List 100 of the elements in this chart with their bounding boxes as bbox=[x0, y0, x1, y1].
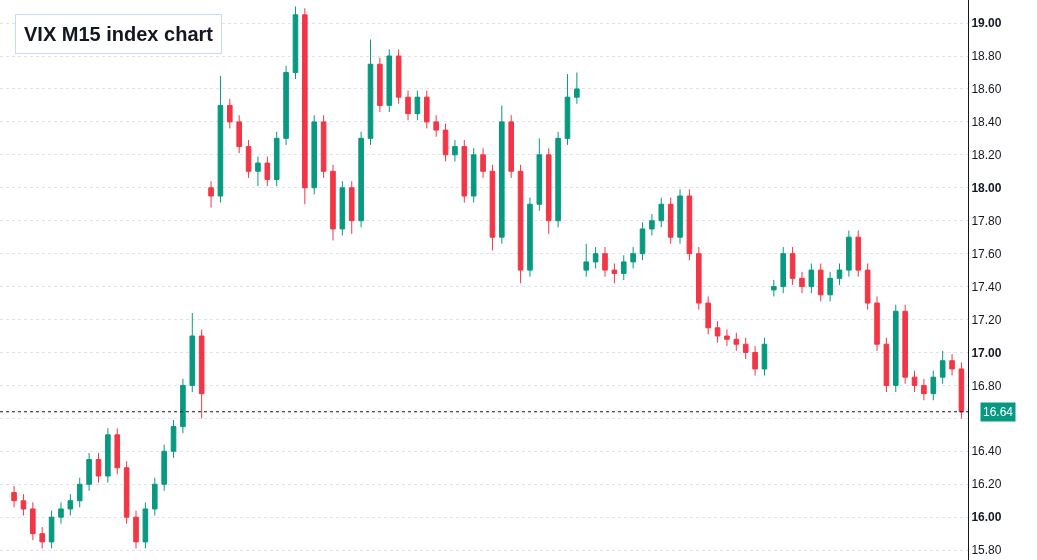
candlestick bbox=[930, 370, 937, 401]
candlestick bbox=[902, 304, 908, 385]
candlestick bbox=[639, 221, 646, 261]
candlestick bbox=[696, 246, 702, 311]
candlestick bbox=[799, 271, 805, 294]
candlestick bbox=[855, 230, 862, 278]
candlestick bbox=[602, 246, 608, 278]
candlestick bbox=[658, 197, 665, 228]
y-tick-label: 18.80 bbox=[971, 49, 1002, 64]
y-tick-label: 16.00 bbox=[971, 510, 1002, 525]
candlestick bbox=[236, 114, 242, 154]
candlestick bbox=[536, 137, 543, 212]
candlestick bbox=[292, 6, 299, 80]
candlestick bbox=[958, 361, 965, 419]
candlestick bbox=[442, 123, 449, 162]
candlestick bbox=[255, 155, 261, 187]
y-tick-label: 18.60 bbox=[971, 82, 1002, 97]
candlestick bbox=[611, 263, 618, 284]
candlestick bbox=[264, 155, 271, 187]
candlestick bbox=[123, 460, 130, 525]
candlestick bbox=[846, 230, 852, 278]
y-tick-label: 16.40 bbox=[971, 444, 1002, 459]
candlestick bbox=[208, 180, 214, 209]
candlestick bbox=[874, 295, 880, 352]
y-tick-label: 17.20 bbox=[971, 312, 1002, 327]
candlestick bbox=[133, 510, 139, 549]
y-tick-label: 18.20 bbox=[971, 148, 1002, 163]
candlestick bbox=[395, 48, 402, 105]
candlestick bbox=[583, 243, 590, 278]
candlestick bbox=[620, 254, 627, 281]
candlestick bbox=[30, 501, 36, 541]
candlestick bbox=[67, 493, 74, 517]
candlestick bbox=[817, 263, 824, 302]
candlestick bbox=[545, 147, 552, 235]
y-tick-label: 16.20 bbox=[971, 477, 1002, 492]
candlestick bbox=[386, 48, 393, 113]
y-tick-label: 19.00 bbox=[971, 16, 1002, 31]
candlestick bbox=[470, 147, 477, 204]
candlestick bbox=[320, 114, 327, 179]
candlestick bbox=[198, 328, 205, 419]
candlestick bbox=[724, 328, 730, 347]
candlestick bbox=[217, 75, 224, 204]
candlestick bbox=[405, 90, 411, 121]
candlestick bbox=[489, 164, 496, 251]
candlestick bbox=[574, 71, 580, 105]
candlestick bbox=[377, 57, 383, 113]
candlestick bbox=[827, 271, 833, 302]
candlestick bbox=[461, 139, 468, 204]
candlestick bbox=[667, 197, 674, 245]
candlestick bbox=[527, 197, 533, 278]
candlestick bbox=[161, 444, 167, 492]
candlestick bbox=[480, 147, 486, 179]
candlestick bbox=[714, 320, 721, 344]
y-tick-label: 17.00 bbox=[971, 345, 1002, 360]
candlestick bbox=[339, 180, 346, 237]
candlestick bbox=[771, 279, 777, 297]
y-tick-label: 16.80 bbox=[971, 378, 1002, 393]
candlestick bbox=[592, 246, 599, 269]
candlestick bbox=[864, 263, 871, 311]
candlestick bbox=[20, 493, 27, 517]
candlestick bbox=[423, 90, 430, 129]
y-tick-label: 17.40 bbox=[971, 279, 1002, 294]
candlestick bbox=[780, 246, 787, 294]
candlestick bbox=[39, 526, 46, 549]
candlestick bbox=[180, 378, 186, 434]
y-tick-label: 17.60 bbox=[971, 246, 1002, 261]
candlestick bbox=[564, 73, 571, 146]
candlestick bbox=[517, 164, 524, 284]
candlestick bbox=[11, 485, 17, 508]
candlestick bbox=[939, 350, 946, 385]
candlestick bbox=[752, 345, 758, 377]
candlestick bbox=[273, 131, 280, 187]
ref-line-label: 16.64 bbox=[983, 405, 1014, 419]
y-tick-label: 18.00 bbox=[971, 180, 1002, 195]
candlestick bbox=[227, 98, 233, 129]
candlestick bbox=[883, 337, 890, 393]
candlestick bbox=[499, 104, 505, 245]
candlestick bbox=[630, 246, 636, 269]
candlestick bbox=[58, 501, 64, 525]
candlestick bbox=[311, 114, 318, 195]
candlestick bbox=[508, 114, 514, 179]
candlestick bbox=[677, 188, 683, 245]
candlestick bbox=[302, 7, 308, 205]
candlestick bbox=[348, 180, 355, 235]
candlestick bbox=[142, 501, 149, 549]
candlestick bbox=[733, 332, 740, 352]
candlestick bbox=[414, 90, 421, 121]
candlestick bbox=[245, 139, 252, 179]
candlestick bbox=[283, 65, 289, 146]
candlestick bbox=[921, 378, 927, 401]
candlestick bbox=[76, 477, 83, 508]
candlestick bbox=[789, 246, 796, 286]
candlestick bbox=[151, 477, 158, 517]
y-tick-label: 15.80 bbox=[971, 543, 1002, 558]
candlestick bbox=[705, 295, 711, 335]
candlestick bbox=[452, 139, 458, 162]
y-tick-label: 17.80 bbox=[971, 213, 1002, 228]
candlestick bbox=[949, 353, 955, 377]
candlestick bbox=[649, 213, 655, 237]
candlestick bbox=[555, 131, 561, 228]
